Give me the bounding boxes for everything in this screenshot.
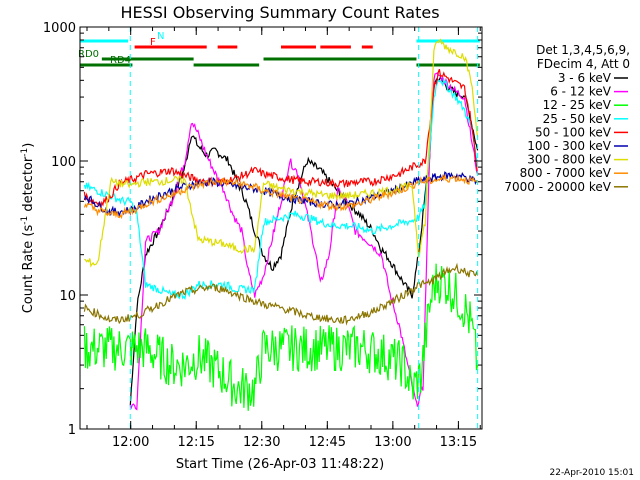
series-line-1 [129, 72, 479, 411]
legend-entry-label: 3 - 6 keV [558, 71, 612, 85]
series-line-0 [129, 75, 479, 406]
series-line-8 [83, 262, 479, 326]
legend-header-line1: Det 1,3,4,5,6,9, [536, 43, 630, 57]
series-line-4 [83, 68, 479, 210]
y-tick-label: 1000 [43, 21, 76, 36]
flag-label-rd0: RD0 [78, 49, 99, 60]
legend-entry-label: 25 - 50 keV [543, 112, 612, 126]
chart-title: HESSI Observing Summary Count Rates [120, 3, 439, 22]
legend-entry-label: 7000 - 20000 keV [504, 180, 611, 194]
legend-header-line2: FDecim 4, Att 0 [537, 57, 630, 71]
x-tick-label: 12:00 [112, 435, 149, 450]
flag-label-n: N [157, 31, 164, 42]
series-line-2 [83, 263, 479, 411]
y-tick-label: 10 [59, 289, 76, 304]
flag-label-f: F [150, 37, 156, 48]
y-axis-label: Count Rate (s-1 detector-1) [20, 143, 36, 314]
vertical-markers [129, 27, 479, 429]
x-tick-label: 12:30 [243, 435, 280, 450]
x-axis-ticks: 12:00 12:15 12:30 12:45 13:00 13:15 [86, 27, 481, 450]
legend-entry-label: 100 - 300 keV [527, 139, 611, 153]
legend-entry-label: 12 - 25 keV [543, 98, 612, 112]
legend-entry-label: 50 - 100 keV [535, 125, 612, 139]
y-tick-label: 1 [68, 423, 76, 438]
x-tick-label: 13:00 [374, 435, 411, 450]
x-tick-label: 12:45 [309, 435, 346, 450]
flag-label-rd4: RD4 [110, 55, 131, 66]
legend-entry-label: 800 - 7000 keV [520, 166, 612, 180]
legend-entry-label: 6 - 12 keV [550, 85, 612, 99]
x-tick-label: 12:15 [177, 435, 214, 450]
series-lines [83, 38, 479, 411]
series-line-3 [83, 77, 479, 301]
x-axis-label: Start Time (26-Apr-03 11:48:22) [176, 457, 384, 472]
series-line-7 [83, 173, 479, 220]
legend: Det 1,3,4,5,6,9, FDecim 4, Att 0 3 - 6 k… [504, 43, 630, 194]
flag-bars: NF RD0 RD4 [78, 31, 480, 67]
x-tick-label: 13:15 [440, 435, 477, 450]
y-axis-ticks: 1 10 100 1000 [43, 21, 482, 438]
legend-entry-label: 300 - 800 keV [527, 153, 611, 167]
generated-timestamp: 22-Apr-2010 15:01 [550, 468, 634, 478]
plot-frame [79, 26, 483, 430]
series-line-6 [84, 38, 479, 268]
y-tick-label: 100 [51, 155, 76, 170]
